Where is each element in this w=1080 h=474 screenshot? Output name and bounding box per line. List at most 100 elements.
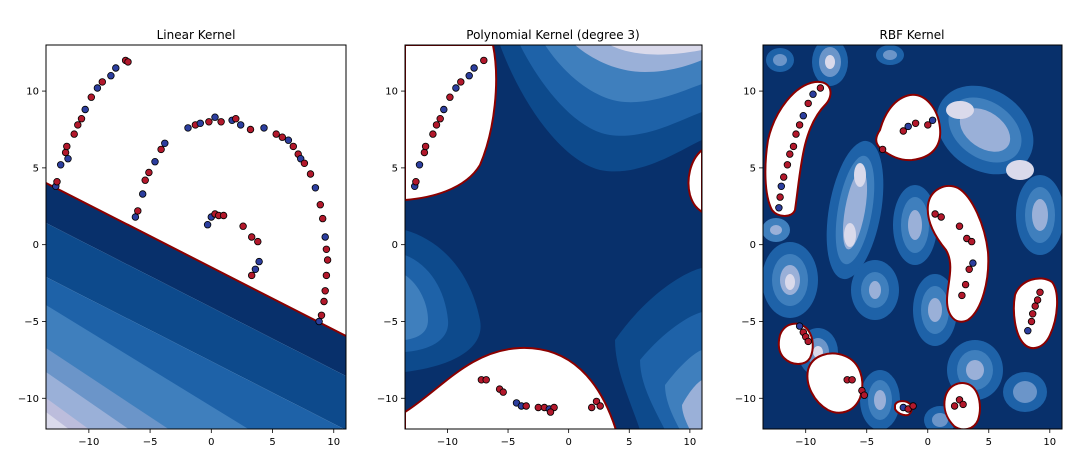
x-tick-label: −10 — [795, 437, 816, 448]
poly-points — [411, 56, 604, 416]
rbf-blob-5 — [1016, 175, 1062, 255]
poly-axes-frame — [404, 44, 703, 430]
data-point-red — [321, 287, 329, 295]
data-point-red — [219, 211, 228, 220]
x-tick-label: −5 — [501, 437, 516, 448]
data-point-blue — [311, 184, 320, 192]
data-point-red — [911, 119, 920, 127]
rbf-ticks: −10 −5 0 5 10 −10 −5 0 5 10 — [735, 87, 1056, 448]
data-point-red — [588, 403, 596, 412]
data-point-blue — [93, 84, 102, 92]
data-point-red — [429, 130, 437, 138]
data-point-red — [499, 388, 507, 396]
rbf-blob-4 — [936, 85, 1034, 180]
x-tick-label: −5 — [859, 437, 874, 448]
y-tick-label: −5 — [24, 317, 39, 328]
data-point-red — [232, 114, 240, 123]
data-point-red — [968, 237, 976, 246]
x-tick-label: −5 — [143, 437, 158, 448]
rbf-blob-3 — [876, 45, 904, 65]
data-point-red — [247, 233, 256, 241]
rbf-region-bottom-mid — [806, 352, 864, 414]
data-point-red — [804, 337, 812, 346]
rbf-title: RBF Kernel — [880, 28, 945, 42]
y-tick-label: −5 — [383, 317, 398, 328]
data-point-blue — [161, 139, 169, 147]
data-point-blue — [321, 233, 329, 241]
data-point-red — [77, 114, 86, 123]
data-point-red — [776, 193, 784, 201]
data-point-red — [1031, 302, 1039, 310]
data-point-blue — [315, 317, 323, 326]
rbf-blob-8 — [763, 218, 790, 242]
data-point-red — [955, 222, 964, 230]
data-point-red — [412, 177, 420, 186]
y-tick-label: 10 — [385, 87, 398, 98]
data-point-red — [1033, 296, 1042, 304]
data-point-red — [804, 99, 812, 108]
data-point-blue — [236, 121, 245, 129]
poly-region-topleft — [405, 45, 498, 202]
data-point-red — [780, 173, 788, 181]
data-point-red — [1036, 288, 1044, 296]
rbf-blob-10 — [913, 274, 957, 346]
data-point-red — [247, 271, 256, 280]
data-point-red — [878, 145, 887, 154]
linear-axes-frame — [45, 44, 347, 430]
panel-linear: Linear Kernel −10 −5 0 5 10 −10 −5 0 5 10 — [18, 28, 347, 448]
data-point-blue — [440, 105, 448, 114]
rbf-blob-15 — [1003, 372, 1047, 412]
data-point-red — [848, 376, 856, 384]
x-tick-label: 10 — [684, 437, 697, 448]
data-point-red — [134, 207, 142, 215]
data-point-red — [899, 127, 907, 135]
data-point-blue — [112, 64, 120, 72]
data-point-red — [157, 145, 165, 154]
data-point-red — [53, 177, 61, 186]
data-point-red — [783, 161, 792, 169]
data-point-red — [421, 142, 430, 151]
y-tick-label: 5 — [33, 163, 39, 174]
data-point-red — [795, 121, 804, 129]
rbf-points — [775, 84, 1044, 413]
data-point-blue — [928, 116, 937, 124]
data-point-blue — [81, 105, 89, 114]
data-point-red — [860, 391, 868, 399]
data-point-red — [87, 93, 95, 101]
y-tick-label: 0 — [392, 240, 398, 251]
poly-title: Polynomial Kernel (degree 3) — [466, 28, 639, 42]
data-point-red — [420, 148, 429, 157]
data-point-blue — [452, 84, 460, 92]
data-point-red — [254, 237, 262, 246]
data-point-blue — [260, 124, 268, 132]
data-point-red — [319, 214, 327, 223]
data-point-red — [909, 402, 917, 410]
data-point-blue — [203, 220, 212, 229]
data-point-blue — [470, 64, 478, 72]
data-point-red — [306, 170, 315, 178]
y-tick-label: −10 — [735, 394, 756, 405]
data-point-red — [446, 93, 454, 101]
x-tick-label: 0 — [925, 437, 931, 448]
y-tick-label: 5 — [392, 163, 398, 174]
data-point-blue — [777, 182, 785, 190]
data-point-blue — [415, 161, 424, 169]
data-point-blue — [57, 161, 65, 169]
data-point-red — [792, 130, 800, 138]
linear-band-2 — [46, 223, 346, 429]
panel-polynomial: Polynomial Kernel (degree 3) −10 −5 0 5 10−1… — [377, 28, 703, 448]
rbf-blob-11 — [851, 260, 899, 320]
data-point-red — [534, 403, 542, 412]
x-tick-label: −10 — [78, 437, 99, 448]
rbf-blob-6 — [826, 140, 884, 280]
data-point-red — [239, 222, 247, 230]
linear-points — [52, 56, 332, 326]
data-point-red — [300, 159, 309, 167]
data-point-red — [432, 121, 441, 129]
data-point-red — [63, 142, 71, 151]
rbf-blob-1 — [812, 45, 848, 86]
poly-bottomright-band-4 — [682, 380, 702, 429]
data-point-blue — [255, 257, 263, 266]
y-tick-label: −5 — [741, 317, 756, 328]
